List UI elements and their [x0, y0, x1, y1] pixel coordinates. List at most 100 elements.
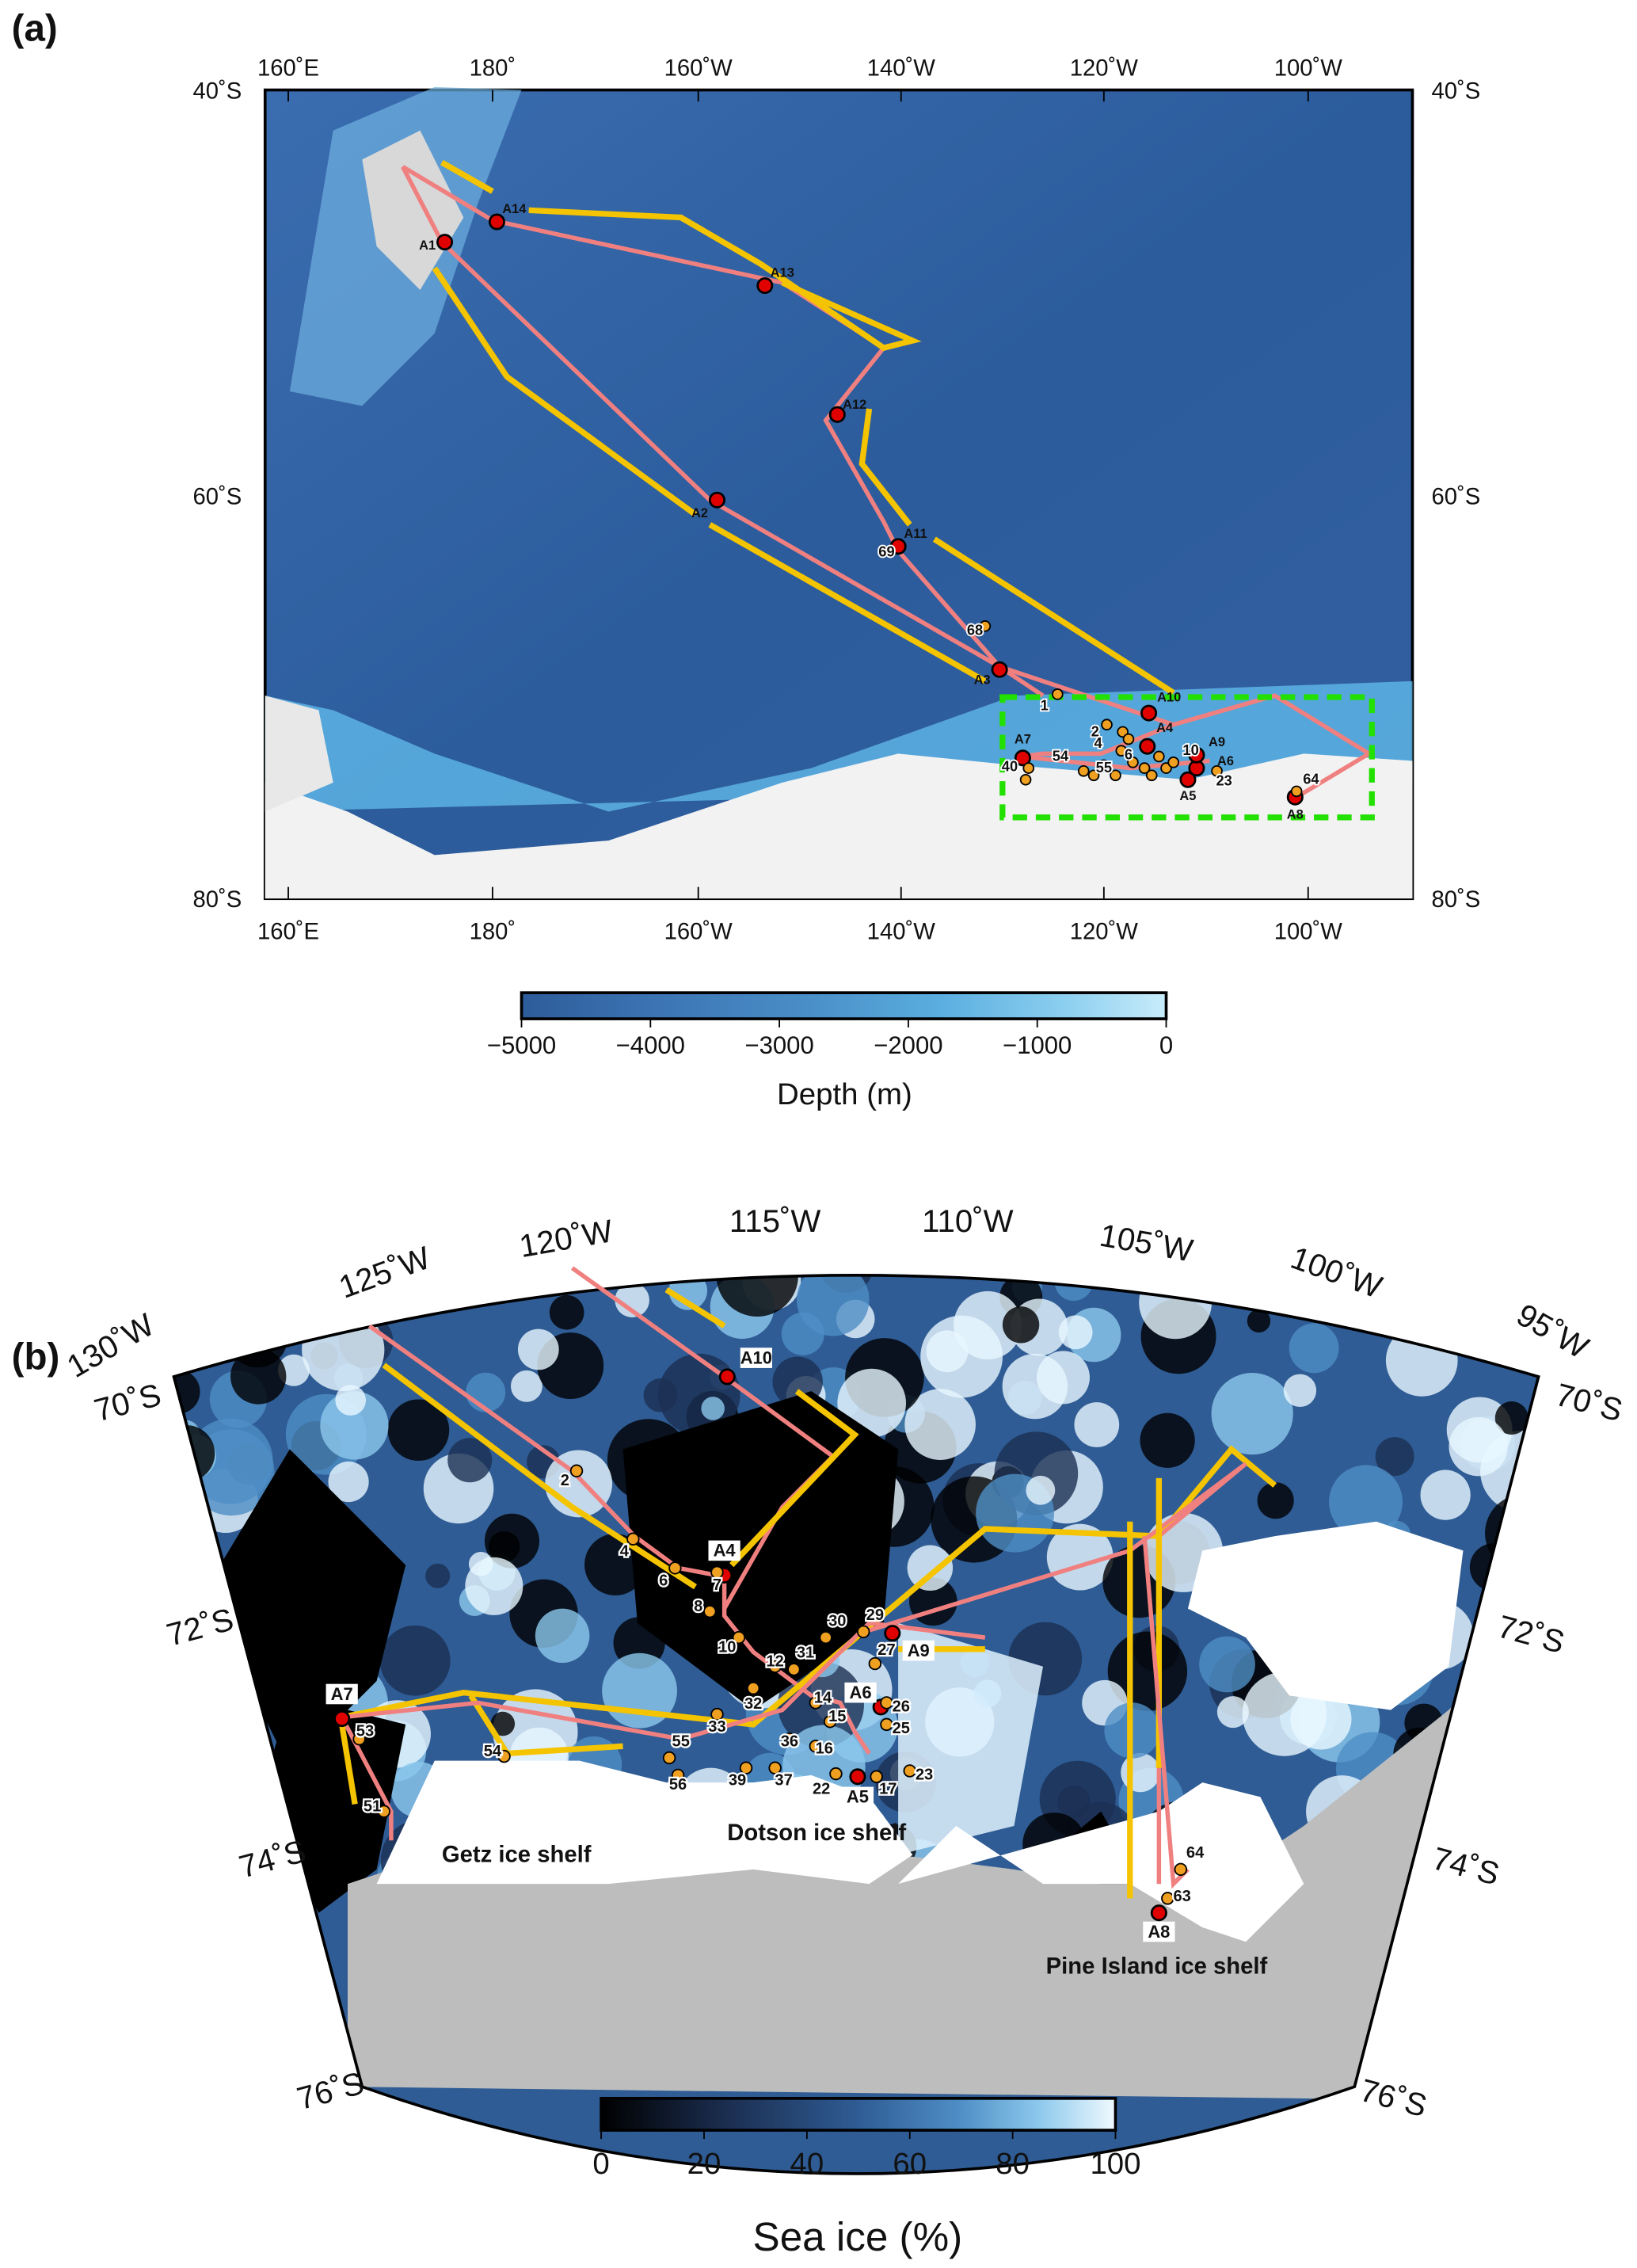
minor-station-label: 53 — [356, 1723, 374, 1740]
bottom-lon-tick: 120˚W — [1070, 919, 1139, 944]
stations-a: A1 A2 A3 A4 A5 A6 A7 A8 A9 A10 A11 A12 A13 A14 1 24 6 10 2… — [419, 202, 1321, 822]
minor-station-marker — [870, 1770, 883, 1783]
minor-station-label: 25 — [893, 1720, 910, 1737]
depth-colorbar-tick: −2000 — [874, 1031, 942, 1059]
minor-station-label: 6 — [659, 1572, 668, 1589]
minor-station-label: 15 — [828, 1708, 846, 1725]
depth-colorbar-tick: 0 — [1159, 1031, 1173, 1059]
major-station-label: A13 — [771, 266, 794, 280]
depth-map — [263, 86, 1414, 901]
major-station-marker — [889, 538, 907, 555]
major-station-label: A2 — [691, 506, 708, 520]
minor-station-label: 32 — [744, 1695, 762, 1713]
minor-station-marker — [1145, 769, 1158, 782]
minor-station-label: 27 — [878, 1641, 895, 1659]
minor-station-marker — [1087, 769, 1100, 782]
major-station-label: A11 — [904, 527, 927, 541]
major-station-label: A7 — [1015, 733, 1031, 747]
right-lat-tick: 72˚S — [1494, 1609, 1568, 1660]
minor-station-marker — [1022, 762, 1035, 774]
major-station-label: A10 — [740, 1347, 772, 1367]
lon-tick: 110˚W — [922, 1203, 1014, 1239]
major-station-label: A10 — [1157, 690, 1181, 704]
lon-tick: 120˚W — [516, 1213, 615, 1264]
major-station-marker — [1188, 746, 1205, 764]
minor-station-marker — [880, 1696, 893, 1710]
minor-station-marker — [703, 1604, 717, 1618]
minor-station-marker — [1122, 733, 1135, 745]
depth-colorbar-tick: −1000 — [1003, 1031, 1072, 1059]
bottom-lon-tick: 160˚E — [257, 919, 319, 944]
minor-station-marker — [710, 1707, 724, 1721]
left-lat-tick: 70˚S — [90, 1377, 165, 1428]
minor-station-label: 10 — [1182, 741, 1198, 758]
minor-station-marker — [1052, 688, 1064, 700]
depth-colorbar-tick: −4000 — [616, 1031, 685, 1059]
sea-ice-map — [173, 1275, 1539, 2174]
minor-station-label: 2 — [1091, 722, 1099, 739]
ship-track-a — [401, 159, 1373, 799]
minor-station-label: 26 — [893, 1698, 910, 1715]
minor-station-label: 10 — [718, 1638, 736, 1656]
major-station-label: A8 — [1287, 808, 1304, 822]
major-station-label: A4 — [1156, 721, 1174, 735]
minor-station-label: 39 — [729, 1772, 746, 1790]
minor-station-label: 14 — [814, 1689, 832, 1706]
major-station-marker — [1139, 738, 1156, 755]
minor-station-marker — [569, 1464, 584, 1478]
minor-station-marker — [710, 1565, 724, 1580]
minor-station-label: 55 — [1096, 759, 1112, 776]
major-station-label: A9 — [908, 1641, 930, 1660]
major-station-label: A12 — [843, 398, 866, 412]
study-area-box — [999, 694, 1375, 821]
major-station-marker — [884, 1625, 901, 1642]
top-lon-tick: 160˚W — [664, 55, 733, 81]
panel-b-label: (b) — [12, 1336, 60, 1378]
minor-station-marker — [903, 1764, 916, 1778]
minor-station-label: 63 — [1173, 1888, 1190, 1905]
minor-station-marker — [1127, 756, 1139, 768]
minor-station-label: 33 — [708, 1718, 725, 1736]
minor-station-label: 51 — [364, 1798, 381, 1816]
major-station-label: A14 — [502, 202, 527, 216]
minor-station-marker — [809, 1740, 823, 1753]
major-station-label: A5 — [847, 1787, 869, 1807]
minor-station-marker — [856, 1625, 870, 1639]
major-station-label: A4 — [714, 1541, 737, 1561]
depth-colorbar-title: Depth (m) — [777, 1077, 912, 1111]
major-station-marker — [436, 234, 454, 251]
lon-tick: 125˚W — [334, 1240, 435, 1306]
minor-station-marker — [819, 1630, 832, 1645]
sea-ice-colorbar-title: Sea ice (%) — [753, 2214, 963, 2259]
major-station-label: A1 — [419, 238, 436, 253]
minor-station-label: 68 — [967, 621, 983, 638]
minor-station-marker — [768, 1761, 782, 1775]
minor-station-label: 36 — [781, 1732, 798, 1750]
minor-station-marker — [1101, 719, 1113, 731]
sea-ice-colorbar-tick: 40 — [790, 2147, 824, 2181]
minor-station-label: 30 — [828, 1613, 846, 1630]
minor-station-marker — [1290, 785, 1303, 798]
minor-station-label: 56 — [669, 1776, 687, 1793]
stations-b: A10 A4 A9 A7 A6 A5 A8 2 4 6 78 10 12 14 15 16 17 22 23 25 26… — [325, 1347, 1206, 1942]
major-station-label: A3 — [974, 673, 991, 688]
major-station-marker — [756, 276, 774, 295]
major-station-label: A6 — [850, 1683, 872, 1702]
minor-station-label: 12 — [766, 1653, 783, 1671]
minor-station-marker — [668, 1561, 682, 1575]
minor-station-label: 7 — [713, 1576, 721, 1594]
top-lon-tick: 140˚W — [867, 55, 936, 81]
map-frame-b — [172, 1274, 1540, 2175]
bottom-lon-tick: 100˚W — [1274, 919, 1343, 944]
minor-station-marker — [787, 1663, 801, 1676]
right-lat-tick: 70˚S — [1552, 1377, 1627, 1428]
depth-colorbar-tick: −3000 — [744, 1031, 813, 1059]
sea-ice-colorbar-tick: 0 — [592, 2147, 609, 2181]
sea-ice-colorbar-tick: 60 — [893, 2147, 927, 2181]
sea-ice-colorbar-tick: 100 — [1090, 2147, 1140, 2181]
bottom-lon-tick: 180˚ — [470, 919, 516, 944]
major-station-marker — [708, 491, 725, 509]
major-station-label: A7 — [331, 1684, 353, 1704]
major-station-marker — [718, 1368, 736, 1386]
